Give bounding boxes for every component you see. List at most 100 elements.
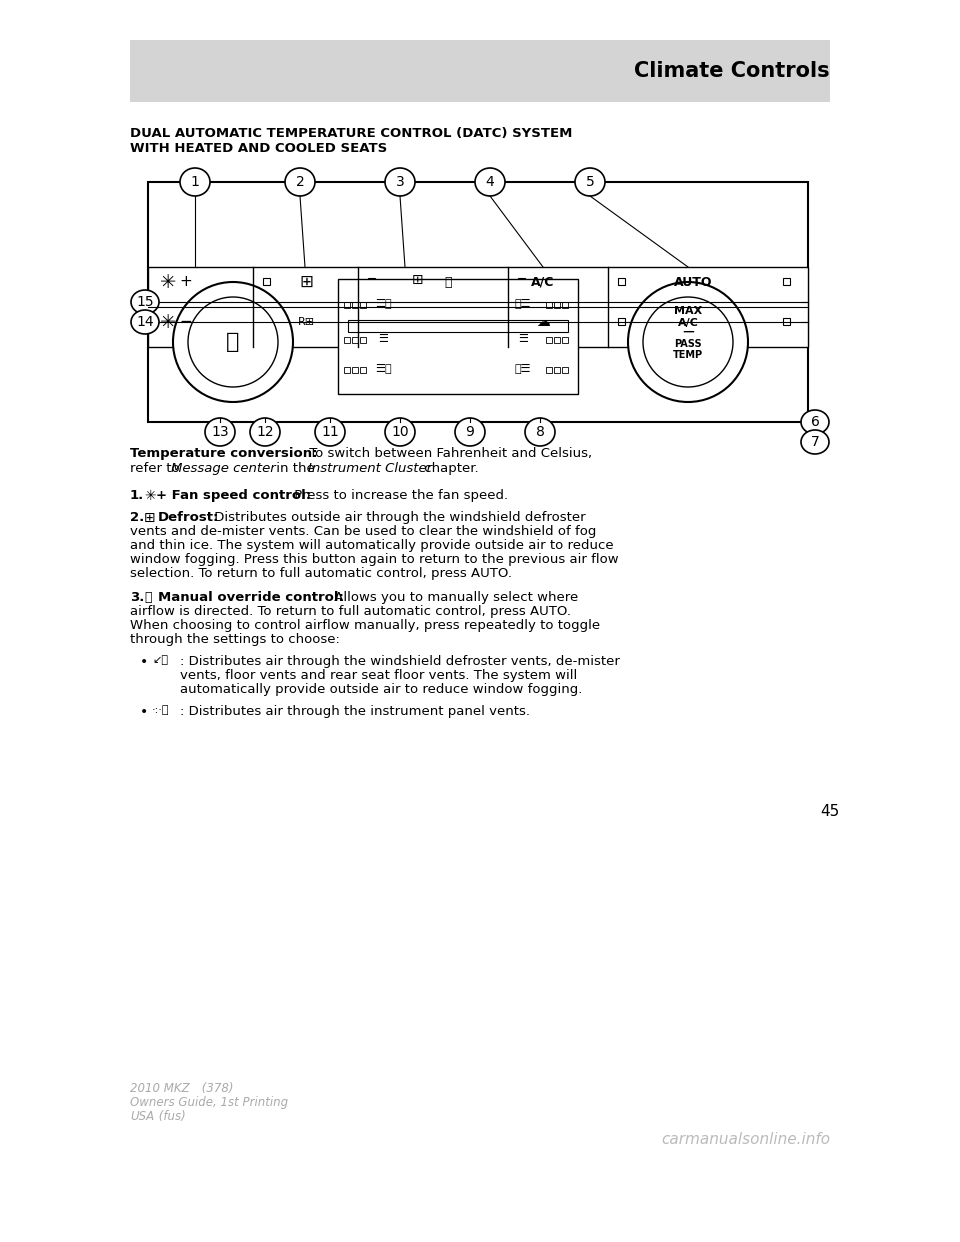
Ellipse shape (180, 168, 210, 196)
Text: vents and de-mister vents. Can be used to clear the windshield of fog: vents and de-mister vents. Can be used t… (130, 525, 596, 538)
FancyBboxPatch shape (148, 267, 808, 347)
Text: −: − (681, 323, 695, 342)
Circle shape (173, 282, 293, 402)
Text: ↙🚗: ↙🚗 (152, 655, 168, 664)
Bar (368, 278, 375, 284)
Bar (348, 320, 568, 332)
Text: Temperature conversion:: Temperature conversion: (130, 447, 318, 460)
Text: : Distributes air through the windshield defroster vents, de-mister: : Distributes air through the windshield… (180, 655, 620, 668)
Text: window fogging. Press this button again to return to the previous air flow: window fogging. Press this button again … (130, 553, 618, 566)
Bar (562, 302, 568, 308)
Bar (554, 366, 560, 373)
Text: ☰: ☰ (518, 334, 528, 344)
Text: TEMP: TEMP (673, 350, 703, 360)
Bar (562, 366, 568, 373)
Text: refer to: refer to (130, 462, 184, 474)
Bar (352, 366, 358, 373)
Text: 1.: 1. (130, 489, 144, 502)
Bar (618, 318, 625, 325)
Text: −: − (180, 314, 192, 329)
Text: ☰🖐: ☰🖐 (374, 364, 392, 374)
Text: 🖐☰: 🖐☰ (515, 299, 531, 309)
Text: Manual override control:: Manual override control: (158, 591, 344, 604)
Text: in the: in the (272, 462, 319, 474)
Bar (546, 366, 552, 373)
Text: (378): (378) (198, 1082, 233, 1095)
Bar (783, 278, 790, 284)
Ellipse shape (455, 419, 485, 446)
Bar (546, 302, 552, 308)
Text: DUAL AUTOMATIC TEMPERATURE CONTROL (DATC) SYSTEM: DUAL AUTOMATIC TEMPERATURE CONTROL (DATC… (130, 128, 572, 140)
Bar (562, 337, 568, 343)
Ellipse shape (131, 310, 159, 334)
Bar (344, 337, 350, 343)
Text: 7: 7 (810, 435, 820, 450)
Text: chapter.: chapter. (420, 462, 479, 474)
FancyBboxPatch shape (148, 183, 808, 422)
Text: USA: USA (130, 1110, 155, 1123)
Bar (783, 318, 790, 325)
Circle shape (643, 297, 733, 388)
Bar (360, 302, 366, 308)
Ellipse shape (475, 168, 505, 196)
Text: 🖐☰: 🖐☰ (515, 364, 531, 374)
Text: ⊞: ⊞ (144, 510, 156, 525)
Bar (546, 337, 552, 343)
Ellipse shape (131, 289, 159, 314)
Bar (368, 318, 375, 325)
Ellipse shape (285, 168, 315, 196)
Text: PASS: PASS (674, 339, 702, 349)
Text: 12: 12 (256, 425, 274, 438)
Text: Distributes outside air through the windshield defroster: Distributes outside air through the wind… (210, 510, 586, 524)
Text: WITH HEATED AND COOLED SEATS: WITH HEATED AND COOLED SEATS (130, 143, 387, 155)
Ellipse shape (385, 419, 415, 446)
Text: R⊞: R⊞ (298, 317, 315, 327)
Text: + Fan speed control:: + Fan speed control: (156, 489, 311, 502)
Text: selection. To return to full automatic control, press AUTO.: selection. To return to full automatic c… (130, 568, 512, 580)
Text: through the settings to choose:: through the settings to choose: (130, 633, 340, 646)
Text: : Distributes air through the instrument panel vents.: : Distributes air through the instrument… (180, 705, 530, 718)
Text: ✳: ✳ (159, 272, 177, 292)
Bar (344, 366, 350, 373)
Text: airflow is directed. To return to full automatic control, press AUTO.: airflow is directed. To return to full a… (130, 605, 571, 619)
Ellipse shape (315, 419, 345, 446)
Text: Allows you to manually select where: Allows you to manually select where (330, 591, 578, 604)
Ellipse shape (250, 419, 280, 446)
Text: 9: 9 (466, 425, 474, 438)
Text: 2010 MKZ: 2010 MKZ (130, 1082, 190, 1095)
Text: (fus): (fus) (155, 1110, 185, 1123)
Text: 13: 13 (211, 425, 228, 438)
Text: 8: 8 (536, 425, 544, 438)
Text: 3: 3 (396, 175, 404, 189)
Bar (360, 366, 366, 373)
Text: ⊞: ⊞ (412, 273, 423, 287)
Text: When choosing to control airflow manually, press repeatedly to toggle: When choosing to control airflow manuall… (130, 619, 600, 632)
Text: Climate Controls: Climate Controls (635, 61, 830, 81)
Text: vents, floor vents and rear seat floor vents. The system will: vents, floor vents and rear seat floor v… (180, 669, 577, 682)
Text: ✳: ✳ (159, 313, 177, 332)
FancyBboxPatch shape (338, 279, 578, 394)
Text: Message center: Message center (171, 462, 276, 474)
Ellipse shape (525, 419, 555, 446)
Text: ☰: ☰ (378, 334, 388, 344)
Text: automatically provide outside air to reduce window fogging.: automatically provide outside air to red… (180, 683, 583, 696)
Bar (554, 337, 560, 343)
Text: 11: 11 (322, 425, 339, 438)
Text: +: + (180, 274, 192, 289)
Text: 🌀: 🌀 (444, 276, 452, 288)
Text: ☰🖐: ☰🖐 (374, 299, 392, 309)
Text: Instrument Cluster: Instrument Cluster (308, 462, 432, 474)
Bar (618, 278, 625, 284)
Text: 3.: 3. (130, 591, 144, 604)
Bar (518, 318, 525, 325)
Text: Owners Guide, 1st Printing: Owners Guide, 1st Printing (130, 1095, 288, 1109)
Text: Defrost:: Defrost: (158, 510, 220, 524)
Text: carmanualsonline.info: carmanualsonline.info (660, 1131, 830, 1148)
Text: ⏻: ⏻ (227, 332, 240, 351)
Ellipse shape (575, 168, 605, 196)
Text: 10: 10 (391, 425, 409, 438)
Circle shape (628, 282, 748, 402)
Text: •: • (140, 655, 148, 669)
Text: Press to increase the fan speed.: Press to increase the fan speed. (290, 489, 508, 502)
Text: ⊞: ⊞ (300, 273, 313, 291)
